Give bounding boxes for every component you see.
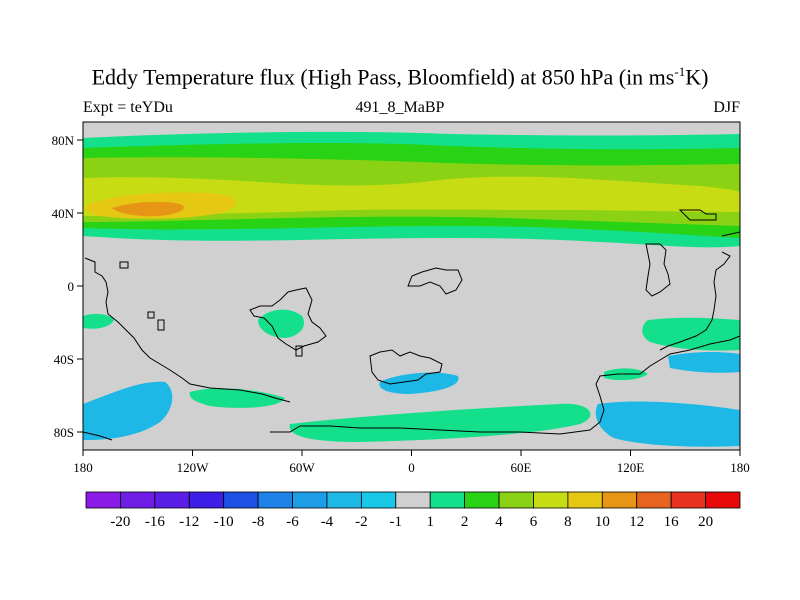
coastline-east-asia <box>659 231 740 351</box>
colorbar-label: 2 <box>461 514 469 530</box>
title-exponent: -1 <box>674 64 686 79</box>
colorbar-swatch <box>395 491 431 509</box>
colorbar-label: -20 <box>110 514 130 530</box>
colorbar-swatch <box>567 491 603 509</box>
coastline-island-north <box>119 261 129 269</box>
colorbar-label: -6 <box>286 514 299 530</box>
contour-neg-pacific-east <box>668 352 740 373</box>
coastline-africa <box>249 287 327 351</box>
colorbar-label: -4 <box>321 514 334 530</box>
colorbar-swatch <box>533 491 569 509</box>
colorbar-swatch <box>360 491 397 509</box>
contour-pos-south-pacific-east <box>642 317 740 351</box>
contour-8-band-north <box>83 176 740 216</box>
season-label: DJF <box>713 99 740 116</box>
coastline-pacific-islands <box>678 209 717 221</box>
lon-label: 180 <box>730 460 750 475</box>
run-label: 491_8_MaBP <box>355 99 445 116</box>
colorbar-swatch <box>705 491 741 509</box>
title-unit: K) <box>685 64 709 90</box>
colorbar-swatch <box>326 491 362 509</box>
lon-label: 120W <box>177 460 210 475</box>
lat-label: 40S <box>54 352 74 367</box>
lat-label: 80N <box>52 133 75 148</box>
lat-axis: 80N 40N 0 40S 80S <box>52 133 83 440</box>
contour-pos-africa <box>258 309 305 338</box>
title-text: Eddy Temperature flux (High Pass, Bloomf… <box>91 64 675 90</box>
colorbar-label: 12 <box>629 514 644 530</box>
lat-label: 80S <box>54 425 74 440</box>
lon-label: 0 <box>408 460 415 475</box>
colorbar-label: 8 <box>564 514 572 530</box>
colorbar-label: -8 <box>252 514 265 530</box>
colorbar-label: 4 <box>495 514 503 530</box>
colorbar-label: 6 <box>530 514 538 530</box>
contour-neg-south-pacific <box>83 381 173 440</box>
colorbar-swatch <box>498 491 534 509</box>
colorbar-swatch <box>670 491 706 509</box>
colorbar-swatch <box>154 491 190 509</box>
coastline-island-small <box>147 311 155 319</box>
colorbar-swatch <box>257 491 293 509</box>
lon-label: 180 <box>73 460 93 475</box>
coastline-north-america <box>84 257 291 403</box>
colorbar-label: -2 <box>355 514 368 530</box>
colorbar: -20 -16 -12 -10 -8 -6 -4 -2 -1 1 2 4 6 8 10 12 16 20 <box>85 491 741 530</box>
colorbar-swatch <box>464 491 500 509</box>
contour-neg-australia-south <box>595 401 740 447</box>
colorbar-label: 20 <box>698 514 713 530</box>
colorbar-swatch <box>429 491 466 509</box>
colorbar-swatch <box>223 491 259 509</box>
map-panel <box>83 122 740 450</box>
coastline-antarctic-fragment <box>369 349 443 385</box>
colorbar-swatch <box>120 491 156 509</box>
coastline-southern-continent <box>270 335 740 435</box>
colorbar-swatch <box>601 491 638 509</box>
experiment-label: Expt = teYDu <box>83 99 173 116</box>
colorbar-label: -12 <box>179 514 199 530</box>
contour-pos-west-pacific <box>83 313 114 329</box>
coastline-island-small-2 <box>157 319 165 331</box>
colorbar-swatch <box>636 491 672 509</box>
contour-12-core <box>112 201 184 217</box>
lat-label: 0 <box>68 279 75 294</box>
lon-label: 60W <box>289 460 315 475</box>
coastline-madagascar <box>295 345 303 357</box>
lon-label: 60E <box>511 460 532 475</box>
lon-label: 120E <box>617 460 645 475</box>
coastline-east-pacific <box>645 243 671 297</box>
colorbar-label: -16 <box>145 514 165 530</box>
coastline-north-tropical <box>407 267 463 295</box>
colorbar-label: 16 <box>664 514 680 530</box>
colorbar-label: -10 <box>214 514 234 530</box>
contour-pos-south-america <box>189 388 285 408</box>
lon-axis: 180 120W 60W 0 60E 120E 180 <box>73 450 750 475</box>
colorbar-label: -1 <box>390 514 403 530</box>
lat-label: 40N <box>52 206 75 221</box>
colorbar-swatch <box>85 491 121 509</box>
colorbar-swatch <box>292 491 328 509</box>
colorbar-swatch <box>188 491 225 509</box>
contour-neg-indian-ocean <box>379 372 459 394</box>
chart-title: Eddy Temperature flux (High Pass, Bloomf… <box>0 64 800 90</box>
colorbar-label: 10 <box>595 514 610 530</box>
coastline-west-edge <box>83 431 113 441</box>
colorbar-label: 1 <box>426 514 434 530</box>
